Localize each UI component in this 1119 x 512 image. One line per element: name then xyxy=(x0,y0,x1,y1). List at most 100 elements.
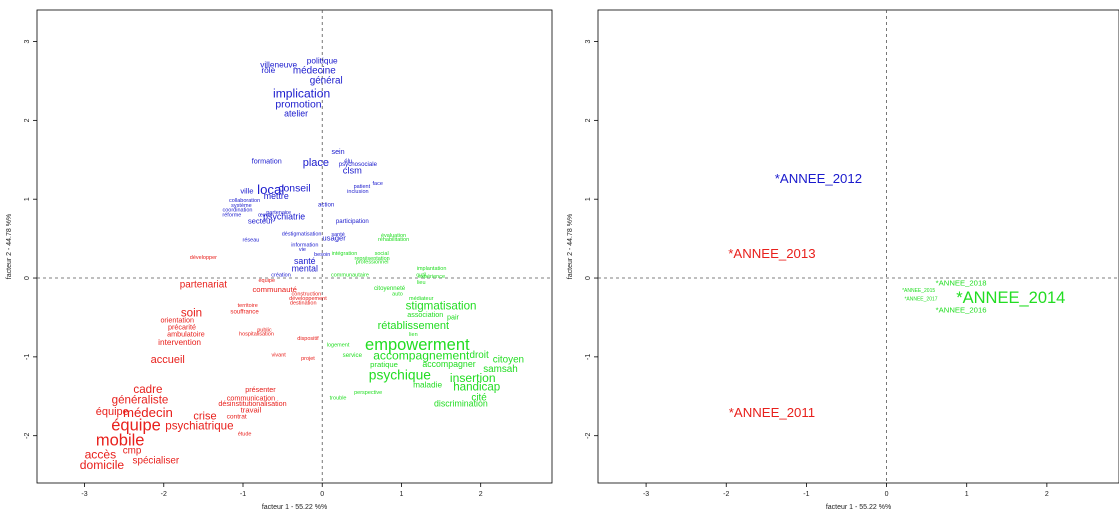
word-label: inclusion xyxy=(347,189,368,195)
word-label: psychique xyxy=(369,367,431,382)
x-tick-label: 1 xyxy=(400,491,404,498)
plot-frame xyxy=(36,9,553,484)
word-label: spécialiser xyxy=(133,456,180,467)
word-label: vie xyxy=(299,247,306,253)
word-label: communauté xyxy=(252,285,296,294)
y-tick-label: 1 xyxy=(585,197,592,201)
word-label: santé xyxy=(294,256,316,266)
plot-frame xyxy=(597,9,1119,484)
word-label: place xyxy=(303,157,329,169)
word-label: citoyenneté xyxy=(374,285,406,292)
word-label: professionnel xyxy=(356,260,389,266)
word-label: médiateur xyxy=(409,296,434,302)
word-label: discrimination xyxy=(434,398,488,408)
word-label: formation xyxy=(252,156,282,165)
x-tick-label: -1 xyxy=(803,491,809,498)
y-tick-label: 0 xyxy=(24,276,31,280)
word-label: coordination xyxy=(222,208,252,214)
word-label: mettre xyxy=(264,191,289,201)
word-label: information xyxy=(291,242,318,248)
word-label: clsm xyxy=(343,165,362,175)
word-label: implantation xyxy=(417,266,447,272)
word-label: contrat xyxy=(227,414,247,421)
y-axis-title: facteur 2 - 44.78 %% xyxy=(6,214,13,279)
word-label: développer xyxy=(190,255,217,261)
word-label: ambulatoire xyxy=(167,330,205,339)
word-label: citoyen xyxy=(493,355,524,366)
word-label: atelier xyxy=(284,108,308,118)
word-label: communication xyxy=(227,394,275,403)
word-label: accueil xyxy=(151,354,185,366)
word-label: vivant xyxy=(271,353,286,359)
word-label: santé xyxy=(331,232,344,238)
x-axis-title: facteur 1 - 55.22 %% xyxy=(826,504,891,511)
word-label: promotion xyxy=(275,99,321,110)
y-tick-label: -1 xyxy=(24,354,31,360)
word-label: accompagnement xyxy=(373,348,470,362)
word-label: *ANNEE_2018 xyxy=(936,279,987,288)
word-label: intégration xyxy=(332,251,358,257)
word-label: *ANNEE_2015 xyxy=(902,288,935,294)
x-tick-label: 2 xyxy=(1045,491,1049,498)
word-label: patient xyxy=(354,184,371,190)
word-label: présenter xyxy=(245,385,276,394)
plot-panel-2: -3 -2 -1 0 1 2 -2 -1 0 1 2 3 facteur 1 - 55.22 %% fac… xyxy=(567,9,1119,511)
word-label: ville xyxy=(240,186,253,195)
word-label: construction xyxy=(292,291,322,297)
word-label: étude xyxy=(238,432,252,438)
word-label: psychiatrique xyxy=(165,419,233,432)
x-axis-title: facteur 1 - 55.22 %% xyxy=(262,504,327,511)
word-label: psychosociale xyxy=(339,161,378,168)
word-label: *ANNEE_2017 xyxy=(904,297,937,303)
plot-panel-1: -3 -2 -1 0 1 2 -2 -1 0 1 2 3 facteur 1 - 55.22 %% fac… xyxy=(6,9,553,511)
word-label: dispositif xyxy=(297,336,319,342)
y-tick-label: 3 xyxy=(585,39,592,43)
word-label: orientation xyxy=(160,316,194,325)
word-label: pratique xyxy=(370,360,398,369)
word-label: rôle xyxy=(261,65,275,75)
word-label: mental xyxy=(292,264,318,274)
word-label: expérience xyxy=(418,274,445,280)
y-tick-label: 1 xyxy=(24,197,31,201)
word-label: *ANNEE_2016 xyxy=(936,305,987,314)
word-label: destination xyxy=(290,301,317,307)
word-label: soin xyxy=(181,307,202,320)
x-tick-label: -2 xyxy=(723,491,729,498)
word-label: pair xyxy=(447,312,460,321)
y-tick-label: 2 xyxy=(24,118,31,122)
word-label: accès xyxy=(85,448,117,462)
y-tick-label: 0 xyxy=(585,276,592,280)
word-label: sein xyxy=(331,147,344,156)
series-years: *ANNEE_2012 *ANNEE_2013 *ANNEE_2011 *ANNEE_… xyxy=(728,171,1065,420)
word-label: partenaire xyxy=(266,210,291,216)
word-label: développement xyxy=(289,296,327,302)
word-label: cadre xyxy=(133,383,162,396)
word-label: villeneuve xyxy=(260,59,297,69)
word-label: auto xyxy=(392,291,403,297)
y-tick-label: 2 xyxy=(585,118,592,122)
word-label: public xyxy=(257,328,272,334)
word-label: communautaire xyxy=(331,272,369,278)
word-label: réseau xyxy=(243,238,260,244)
word-label: hospitalisation xyxy=(239,331,274,337)
x-tick-label: -1 xyxy=(240,491,246,498)
word-label: territoire xyxy=(238,303,258,309)
word-label: conseil xyxy=(278,184,310,195)
x-tick-label: -3 xyxy=(643,491,649,498)
word-label: action xyxy=(318,201,334,208)
word-label: besoin xyxy=(314,252,330,258)
word-label: cité xyxy=(471,392,487,403)
x-tick-label: 1 xyxy=(965,491,969,498)
y-axis-title: facteur 2 - 44.78 %% xyxy=(567,214,574,279)
x-tick-label: 0 xyxy=(885,491,889,498)
word-label: projet xyxy=(301,356,315,362)
word-label: partenariat xyxy=(180,280,227,291)
word-label: stigmatisation xyxy=(406,299,477,312)
word-label: intervention xyxy=(158,337,201,347)
word-label: création xyxy=(271,272,291,278)
word-label: droit xyxy=(469,350,488,361)
word-label: équipe xyxy=(259,278,276,284)
